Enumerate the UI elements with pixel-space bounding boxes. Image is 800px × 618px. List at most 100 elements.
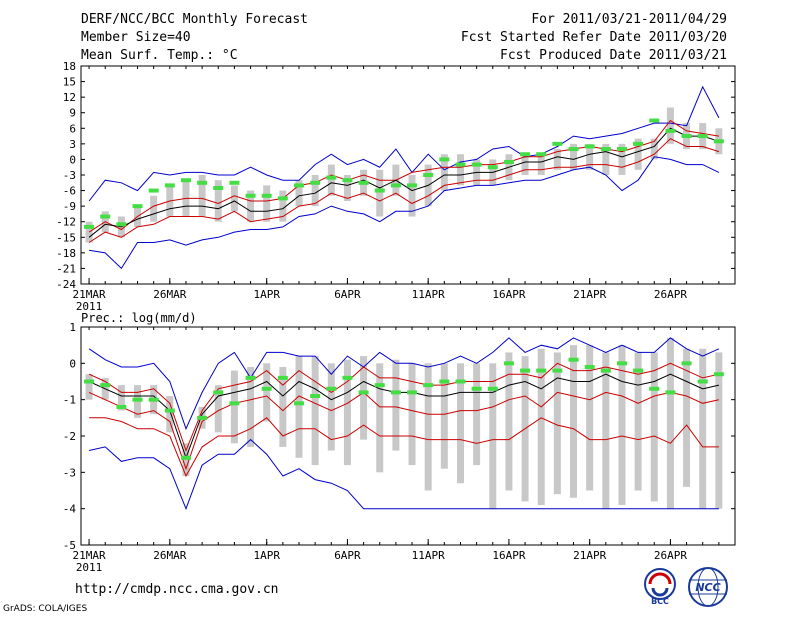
y-tick-label: 9 — [69, 107, 76, 120]
ensemble-marker — [649, 386, 660, 391]
spread-box — [634, 138, 642, 170]
ensemble-marker — [116, 222, 127, 227]
ensemble-marker — [552, 141, 563, 146]
ensemble-marker — [197, 415, 208, 420]
spread-box — [408, 175, 416, 217]
spread-box — [553, 352, 561, 495]
ensemble-marker — [536, 368, 547, 373]
spread-box — [634, 352, 642, 491]
spread-box — [376, 363, 384, 473]
ensemble-marker — [358, 180, 369, 185]
series-upper — [88, 119, 719, 233]
plot-frame — [80, 65, 736, 285]
spread-box — [295, 180, 303, 207]
x-year-label: 2011 — [76, 300, 103, 313]
ensemble-marker — [374, 383, 385, 388]
source-url[interactable]: http://cmdp.ncc.cma.gov.cn — [75, 582, 279, 597]
forecast-produced-date: Fcst Produced Date 2011/03/21 — [500, 48, 727, 63]
spread-box — [537, 348, 545, 506]
ensemble-marker — [439, 157, 450, 162]
ensemble-marker — [84, 224, 95, 229]
y-tick-label: -21 — [56, 262, 76, 275]
ensemble-marker — [487, 165, 498, 170]
spread-box — [570, 143, 578, 170]
ensemble-marker — [245, 375, 256, 380]
ensemble-marker — [229, 401, 240, 406]
spread-box — [247, 366, 255, 447]
spread-box — [360, 356, 368, 440]
ensemble-marker — [310, 180, 321, 185]
spread-box — [456, 363, 464, 484]
y-tick-label: 18 — [63, 60, 76, 73]
ensemble-marker — [213, 185, 224, 190]
x-tick-label: 21MAR — [73, 288, 106, 301]
ensemble-marker — [229, 180, 240, 185]
ncc-logo-icon: NCC — [688, 567, 728, 607]
y-tick-label: -3 — [63, 466, 76, 479]
y-tick-label: -6 — [63, 185, 76, 198]
variable-label: Mean Surf. Temp.: °C — [81, 48, 238, 63]
spread-box — [586, 345, 594, 491]
ensemble-marker — [180, 178, 191, 183]
ensemble-marker — [148, 397, 159, 402]
spread-box — [424, 363, 432, 491]
ensemble-marker — [423, 173, 434, 177]
spread-box — [85, 221, 93, 243]
ensemble-marker — [471, 162, 482, 167]
ensemble-marker — [407, 183, 418, 188]
spread-box — [650, 138, 658, 160]
y-tick-label: 0 — [69, 357, 76, 370]
spread-box — [602, 143, 610, 175]
series-min — [88, 438, 719, 511]
series-mean — [88, 373, 720, 460]
series-upper — [88, 362, 720, 452]
x-tick-label: 6APR — [334, 549, 361, 562]
y-tick-label: -9 — [63, 200, 76, 213]
spread-box — [279, 190, 287, 222]
ensemble-marker — [633, 368, 644, 373]
forecast-start-date: Fcst Started Refer Date 2011/03/20 — [460, 30, 727, 45]
ensemble-marker — [713, 372, 724, 377]
spread-box — [715, 352, 723, 509]
ensemble-marker — [520, 368, 531, 373]
ensemble-marker — [390, 183, 401, 188]
y-tick-label: -2 — [63, 430, 76, 443]
ensemble-marker — [116, 404, 127, 409]
spread-box — [311, 356, 319, 466]
spread-box — [473, 363, 481, 466]
grads-credit: GrADS: COLA/IGES — [3, 604, 88, 614]
spread-box — [263, 363, 271, 422]
y-tick-label: -15 — [56, 231, 76, 244]
ensemble-marker — [84, 379, 95, 384]
series-min — [89, 156, 720, 270]
precip-panel-title: Prec.: log(mm/d) — [81, 311, 197, 325]
member-size: Member Size=40 — [81, 30, 191, 45]
y-tick-label: -12 — [56, 216, 76, 229]
ensemble-marker — [132, 204, 143, 209]
ensemble-marker — [342, 178, 353, 183]
spread-box — [666, 337, 674, 509]
ensemble-marker — [600, 368, 611, 373]
ensemble-marker — [665, 128, 676, 133]
ensemble-marker — [713, 139, 724, 144]
spread-box — [85, 374, 93, 400]
ensemble-marker — [100, 214, 111, 219]
spread-box — [295, 356, 303, 458]
ensemble-marker — [681, 361, 692, 366]
series-max — [88, 85, 720, 202]
ensemble-marker — [326, 386, 337, 391]
spread-box — [327, 164, 335, 196]
spread-box — [456, 154, 464, 186]
series-lower — [88, 138, 720, 243]
ensemble-marker — [487, 386, 498, 391]
spread-box — [117, 385, 125, 411]
x-tick-label: 11APR — [412, 288, 445, 301]
spread-box — [392, 359, 400, 451]
ensemble-marker — [277, 196, 288, 201]
y-tick-label: 1 — [69, 321, 76, 334]
y-tick-label: 12 — [63, 91, 76, 104]
spread-box — [247, 190, 255, 222]
ensemble-marker — [277, 375, 288, 380]
